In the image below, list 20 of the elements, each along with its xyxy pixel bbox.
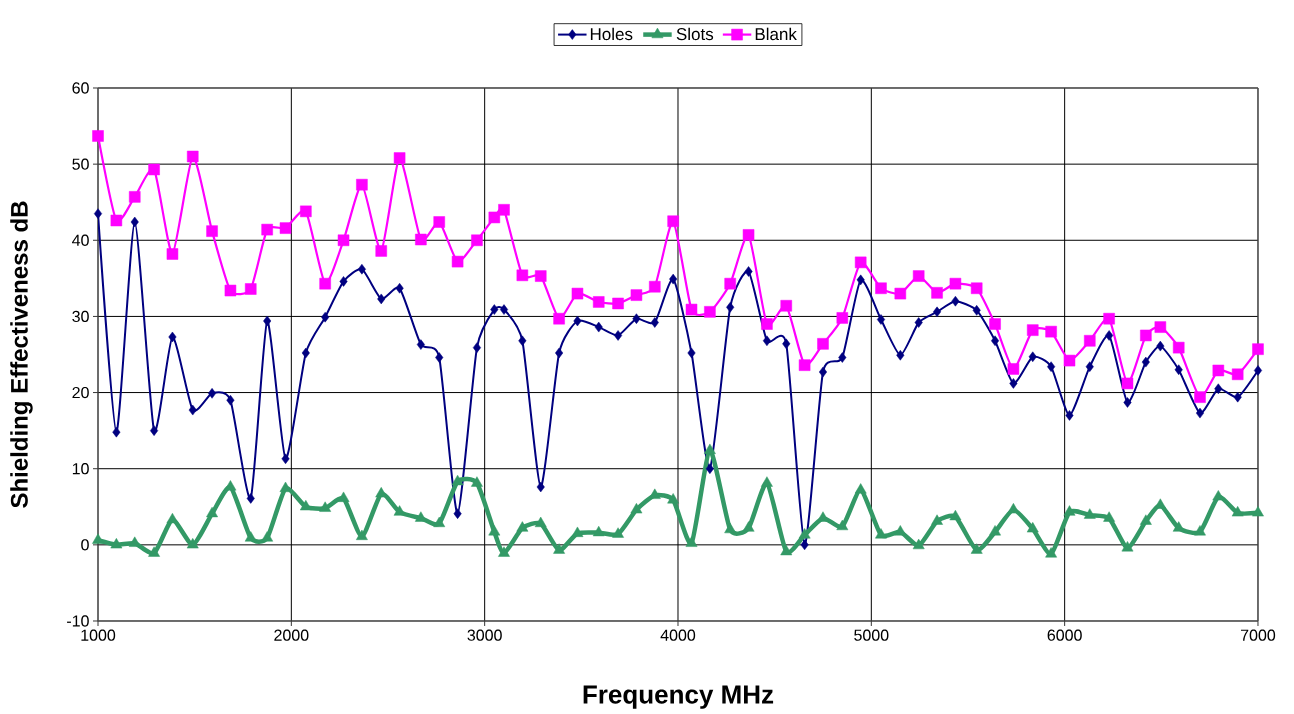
y-tick-label: 30 [72,310,89,323]
legend-label: Holes [590,27,633,41]
y-tick-label: 50 [72,158,89,170]
x-tick-label: 6000 [1047,629,1082,641]
x-tick-label: 4000 [660,629,696,641]
x-tick-label: 1000 [81,629,116,641]
y-tick-label: 20 [72,386,89,399]
y-tick-label: -10 [67,615,89,627]
legend-label: Slots [676,27,714,41]
y-tick-label: 10 [72,463,89,475]
x-tick-label: 5000 [854,629,889,641]
y-tick-label: 40 [72,234,89,246]
legend-label: Blank [755,27,797,41]
x-axis-title: Frequency MHz [583,685,774,709]
y-tick-label: 60 [72,82,89,94]
x-tick-label: 7000 [1240,629,1276,641]
x-tick-label: 3000 [467,629,502,641]
y-axis-title: Shielding Effectiveness dB [10,201,33,508]
x-tick-label: 2000 [274,629,309,641]
y-tick-label: 0 [81,539,89,551]
